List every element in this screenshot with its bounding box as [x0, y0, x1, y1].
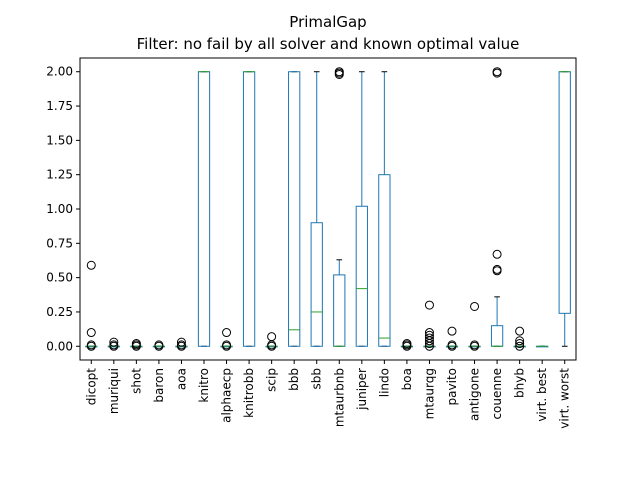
box-iqr: [310, 222, 323, 347]
box-series: [85, 67, 571, 351]
box-muriqui: [107, 337, 120, 351]
x-tick-label: antigone: [468, 368, 482, 421]
outlier-point: [424, 328, 434, 338]
box-sbb: [310, 71, 323, 347]
outlier-point: [515, 341, 525, 351]
outlier-point: [334, 67, 344, 77]
x-tick-label: bhyb: [513, 368, 527, 398]
box-virt-worst: [558, 71, 571, 347]
x-tick-label: mtaurqg: [422, 368, 436, 419]
outlier-point: [86, 340, 96, 350]
box-scip: [265, 332, 278, 351]
outlier-point: [222, 328, 232, 338]
x-tick-label: mtaurbnb: [332, 368, 346, 427]
x-tick-label: knitrobb: [242, 368, 256, 418]
outlier-point: [86, 260, 96, 270]
x-tick-label: scip: [265, 368, 279, 392]
x-tick-label: bbb: [287, 368, 301, 391]
box-iqr: [490, 325, 504, 347]
x-axis: dicopt muriqui shot baron aoa knitro alphaecp k…: [84, 360, 572, 429]
y-tick-label: 1.75: [46, 99, 73, 113]
box-couenne: [490, 67, 504, 347]
outlier-point: [86, 328, 96, 338]
box-mtaurqg: [423, 300, 436, 351]
box-iqr: [288, 71, 301, 347]
outlier-point: [154, 340, 164, 350]
x-tick-label: couenne: [490, 368, 504, 420]
outlier-point: [515, 326, 525, 336]
x-tick-label: boa: [400, 368, 414, 390]
x-tick-label: alphaecp: [220, 368, 234, 423]
x-tick-label: pavito: [445, 368, 459, 405]
y-tick-label: 1.25: [46, 168, 73, 182]
outlier-point: [424, 330, 434, 340]
outlier-point: [402, 339, 412, 349]
outlier-point: [176, 337, 186, 347]
y-tick-label: 0.50: [46, 271, 73, 285]
outlier-point: [222, 340, 232, 350]
y-tick-label: 1.00: [46, 202, 73, 216]
x-tick-label: baron: [152, 368, 166, 403]
outlier-point: [131, 339, 141, 349]
box-iqr: [242, 71, 256, 347]
x-tick-label: lindo: [377, 368, 391, 397]
box-shot: [130, 339, 143, 351]
box-aoa: [175, 337, 188, 351]
box-mtaurbnb: [333, 67, 346, 347]
box-antigone: [468, 301, 481, 351]
outlier-point: [492, 249, 502, 259]
box-bhyb: [513, 326, 526, 351]
y-tick-label: 0.00: [46, 339, 73, 353]
x-tick-label: dicopt: [84, 368, 98, 406]
outlier-point: [492, 67, 502, 77]
outlier-point: [447, 340, 457, 350]
outlier-point: [470, 340, 480, 350]
x-tick-label: sbb: [310, 368, 324, 390]
x-tick-label: juniper: [355, 368, 369, 411]
box-iqr: [558, 71, 571, 314]
box-iqr: [378, 174, 391, 347]
box-bbb: [288, 71, 301, 347]
outlier-point: [492, 264, 502, 274]
x-tick-label: virt. best: [535, 368, 549, 422]
y-axis: 0.00 0.25 0.50 0.75 1.00 1.25 1.50 1.75 2.00: [46, 65, 80, 353]
x-tick-label: aoa: [174, 368, 188, 390]
box-knitrobb: [242, 71, 256, 347]
outlier-point: [515, 336, 525, 346]
outlier-point: [424, 300, 434, 310]
chart-title: PrimalGap: [289, 13, 366, 31]
box-boa: [400, 339, 414, 351]
box-knitro: [197, 71, 211, 347]
outlier-point: [447, 326, 457, 336]
x-tick-label: virt. worst: [558, 368, 572, 429]
box-dicopt: [85, 260, 98, 351]
outlier-point: [109, 340, 119, 350]
outlier-point: [176, 340, 186, 350]
outlier-point: [515, 339, 525, 349]
y-tick-label: 0.75: [46, 236, 73, 250]
y-tick-label: 0.25: [46, 305, 73, 319]
box-juniper: [355, 71, 368, 347]
outlier-point: [109, 337, 119, 347]
y-tick-label: 2.00: [46, 65, 73, 79]
chart-subtitle: Filter: no fail by all solver and known …: [137, 35, 520, 53]
outlier-point: [424, 333, 434, 343]
x-tick-label: shot: [129, 368, 143, 394]
x-tick-label: muriqui: [107, 368, 121, 414]
box-iqr: [197, 71, 211, 347]
x-tick-label: knitro: [197, 368, 211, 403]
box-iqr: [333, 274, 346, 347]
box-iqr: [355, 205, 368, 347]
box-alphaecp: [220, 328, 233, 351]
outlier-point: [470, 301, 480, 311]
box-pavito: [445, 326, 459, 351]
y-tick-label: 1.50: [46, 133, 73, 147]
box-baron: [152, 340, 166, 351]
box-lindo: [378, 71, 391, 347]
plot-area-frame: [79, 57, 577, 361]
box-virt-best: [536, 345, 549, 348]
outlier-point: [267, 332, 277, 342]
